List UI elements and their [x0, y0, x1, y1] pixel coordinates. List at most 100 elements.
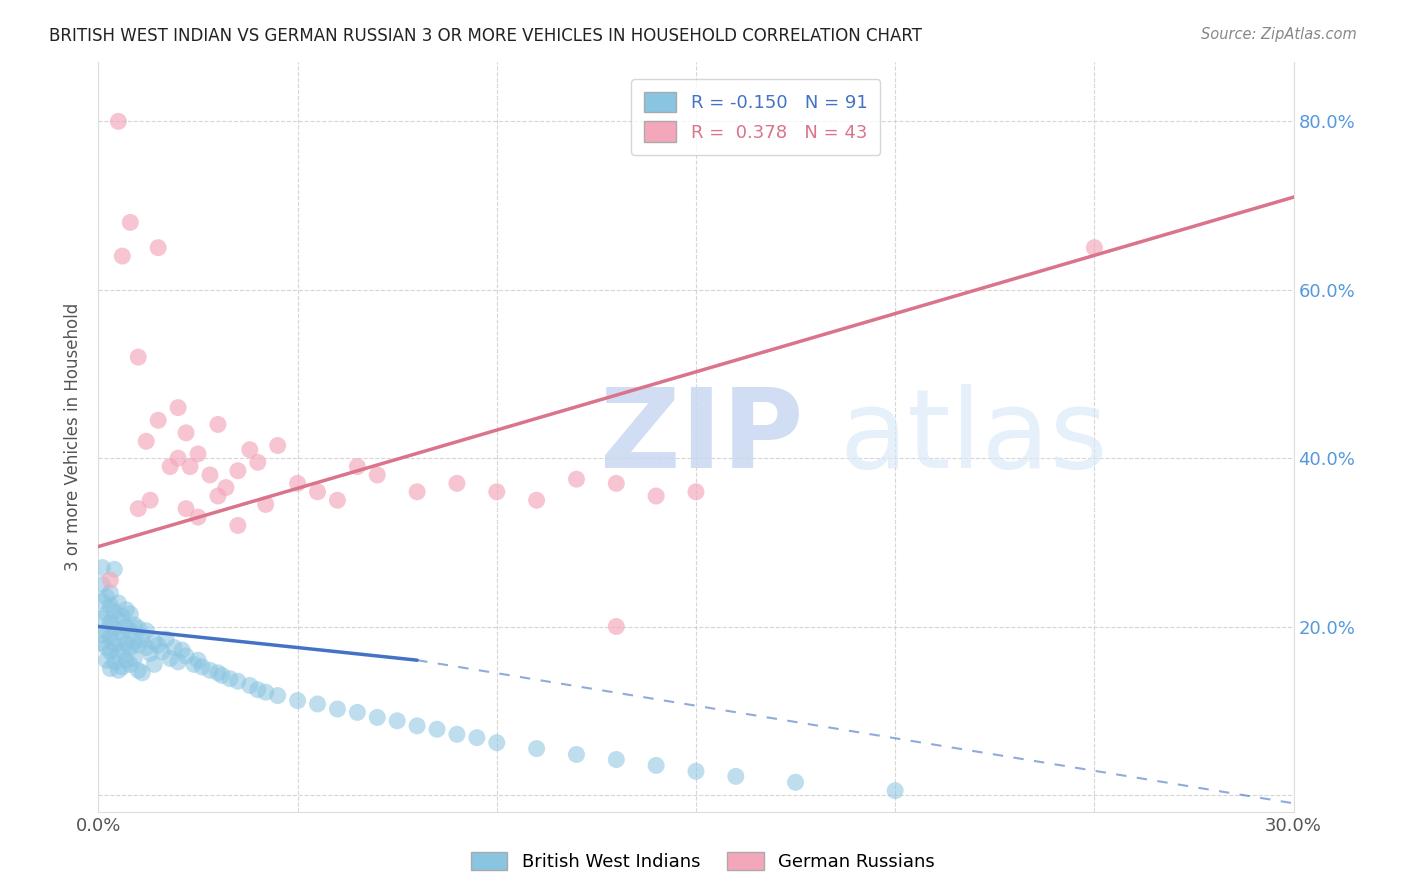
Point	[163, 640, 186, 655]
Point	[107, 647, 129, 661]
Point	[135, 640, 157, 655]
Point	[143, 634, 166, 648]
Point	[96, 640, 118, 655]
Point	[91, 636, 114, 650]
Point	[485, 736, 508, 750]
Point	[127, 663, 149, 677]
Point	[446, 727, 468, 741]
Point	[267, 689, 290, 703]
Point	[127, 350, 149, 364]
Point	[326, 702, 349, 716]
Point	[159, 459, 181, 474]
Point	[96, 590, 118, 604]
Point	[148, 638, 170, 652]
Point	[98, 645, 122, 659]
Point	[148, 241, 170, 255]
Point	[127, 621, 149, 635]
Point	[111, 643, 134, 657]
Text: Source: ZipAtlas.com: Source: ZipAtlas.com	[1201, 27, 1357, 42]
Point	[239, 678, 262, 692]
Point	[346, 459, 368, 474]
Point	[120, 215, 142, 229]
Point	[785, 775, 807, 789]
Point	[98, 599, 122, 613]
Point	[107, 596, 129, 610]
Point	[207, 665, 229, 680]
Point	[406, 484, 429, 499]
Point	[111, 249, 134, 263]
Point	[226, 674, 249, 689]
Point	[167, 451, 190, 466]
Point	[103, 638, 125, 652]
Point	[103, 621, 125, 635]
Point	[91, 577, 114, 591]
Point	[605, 752, 627, 766]
Point	[526, 493, 548, 508]
Point	[96, 624, 118, 638]
Text: ZIP: ZIP	[600, 384, 804, 491]
Point	[287, 693, 309, 707]
Point	[172, 643, 194, 657]
Point	[645, 758, 668, 772]
Point	[98, 573, 122, 587]
Point	[124, 651, 146, 665]
Point	[115, 602, 138, 616]
Point	[96, 607, 118, 621]
Point	[103, 562, 125, 576]
Point	[307, 484, 329, 499]
Point	[98, 662, 122, 676]
Point	[724, 769, 747, 783]
Point	[124, 634, 146, 648]
Point	[254, 498, 277, 512]
Point	[103, 655, 125, 669]
Point	[115, 636, 138, 650]
Point	[131, 632, 153, 647]
Point	[107, 114, 129, 128]
Point	[98, 615, 122, 630]
Point	[307, 697, 329, 711]
Point	[120, 640, 142, 655]
Point	[246, 455, 269, 469]
Point	[605, 476, 627, 491]
Point	[139, 493, 162, 508]
Point	[107, 632, 129, 647]
Point	[246, 682, 269, 697]
Point	[226, 464, 249, 478]
Point	[111, 609, 134, 624]
Point	[150, 645, 173, 659]
Point	[174, 501, 197, 516]
Point	[366, 710, 388, 724]
Point	[207, 417, 229, 432]
Point	[167, 401, 190, 415]
Point	[239, 442, 262, 457]
Point	[127, 638, 149, 652]
Point	[139, 647, 162, 661]
Point	[98, 630, 122, 644]
Point	[215, 481, 238, 495]
Point	[174, 648, 197, 663]
Point	[98, 586, 122, 600]
Point	[120, 657, 142, 672]
Point	[167, 655, 190, 669]
Point	[485, 484, 508, 499]
Point	[287, 476, 309, 491]
Point	[191, 660, 214, 674]
Point	[183, 657, 205, 672]
Point	[174, 425, 197, 440]
Point	[111, 626, 134, 640]
Point	[884, 783, 907, 797]
Point	[254, 685, 277, 699]
Point	[120, 624, 142, 638]
Point	[1083, 241, 1105, 255]
Point	[406, 719, 429, 733]
Point	[143, 657, 166, 672]
Legend: R = -0.150   N = 91, R =  0.378   N = 43: R = -0.150 N = 91, R = 0.378 N = 43	[631, 79, 880, 155]
Point	[685, 764, 707, 779]
Point	[124, 617, 146, 632]
Point	[107, 613, 129, 627]
Legend: British West Indians, German Russians: British West Indians, German Russians	[464, 845, 942, 879]
Point	[115, 653, 138, 667]
Point	[159, 651, 181, 665]
Y-axis label: 3 or more Vehicles in Household: 3 or more Vehicles in Household	[65, 303, 83, 571]
Point	[115, 619, 138, 633]
